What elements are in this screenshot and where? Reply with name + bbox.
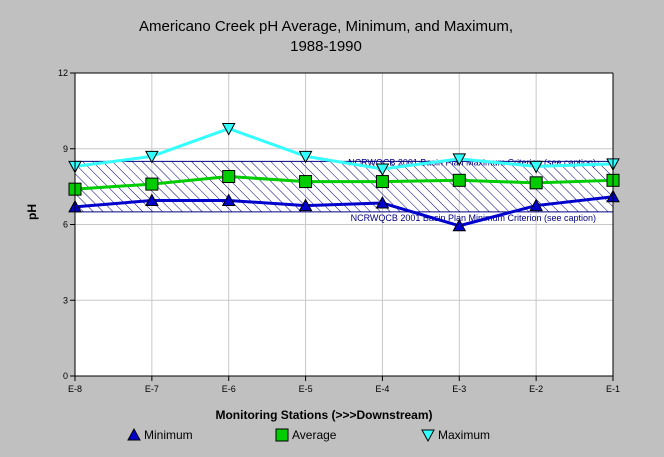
data-point-maximum — [145, 150, 159, 164]
chart-title-line-2: 1988-1990 — [290, 38, 362, 55]
data-point-maximum — [221, 123, 236, 136]
legend-marker-minimum — [127, 427, 141, 441]
x-tick-label: E-5 — [299, 384, 313, 394]
legend-label-maximum: Maximum — [438, 428, 490, 442]
criterion-max-label: NCRWQCB 2001 Basin Plan Maximum Criterio… — [348, 157, 596, 167]
data-point-average — [299, 175, 313, 189]
series-line-minimum — [74, 195, 614, 228]
legend-item-average: Average — [275, 428, 337, 442]
x-axis-label: Monitoring Stations (>>>Downstream) — [215, 408, 432, 422]
y-axis-label: pH — [25, 204, 39, 220]
x-tick-label: E-3 — [452, 384, 466, 394]
legend-marker-maximum — [421, 429, 435, 443]
x-tick-label: E-2 — [529, 384, 543, 394]
legend-item-minimum: Minimum — [127, 427, 193, 442]
legend: Minimum Average Maximum — [127, 427, 490, 443]
y-tick-label: 3 — [63, 295, 68, 305]
data-point-average — [375, 175, 389, 189]
data-point-minimum — [298, 198, 313, 212]
y-tick-label: 9 — [63, 144, 68, 154]
legend-label-average: Average — [292, 428, 337, 442]
x-tick-label: E-6 — [222, 384, 236, 394]
series-lines — [74, 126, 614, 228]
criterion-min-label: NCRWQCB 2001 Basin Plan Minimum Criterio… — [351, 213, 596, 223]
x-tick-label: E-4 — [375, 384, 389, 394]
y-tick-label: 6 — [63, 220, 68, 230]
data-point-average — [452, 173, 466, 187]
x-tick-label: E-1 — [606, 384, 620, 394]
data-point-minimum — [375, 195, 390, 209]
legend-item-maximum: Maximum — [421, 428, 490, 443]
gridlines — [75, 73, 613, 376]
x-tick-label: E-7 — [145, 384, 159, 394]
data-point-average — [529, 176, 543, 190]
chart-title-line-1: Americano Creek pH Average, Minimum, and… — [139, 18, 513, 35]
data-point-average — [145, 177, 159, 191]
y-tick-label: 12 — [58, 68, 68, 78]
data-point-minimum — [145, 193, 159, 207]
data-point-maximum — [452, 153, 467, 166]
data-point-maximum — [298, 150, 313, 164]
legend-label-minimum: Minimum — [144, 428, 193, 442]
data-point-maximum — [529, 160, 543, 174]
y-tick-label: 0 — [63, 371, 68, 381]
axes: 0 3 6 9 12 E-8 E-7 E-6 E-5 E-4 E-3 E-2 E-1 — [58, 68, 620, 394]
series-line-maximum — [74, 126, 614, 171]
x-tick-label: E-8 — [68, 384, 82, 394]
data-point-minimum — [452, 218, 467, 232]
data-point-average — [222, 170, 236, 184]
series-line-average — [74, 175, 614, 191]
legend-marker-average — [275, 428, 289, 442]
data-point-minimum — [529, 198, 543, 212]
data-point-minimum — [221, 193, 236, 207]
data-point-maximum — [375, 163, 390, 176]
